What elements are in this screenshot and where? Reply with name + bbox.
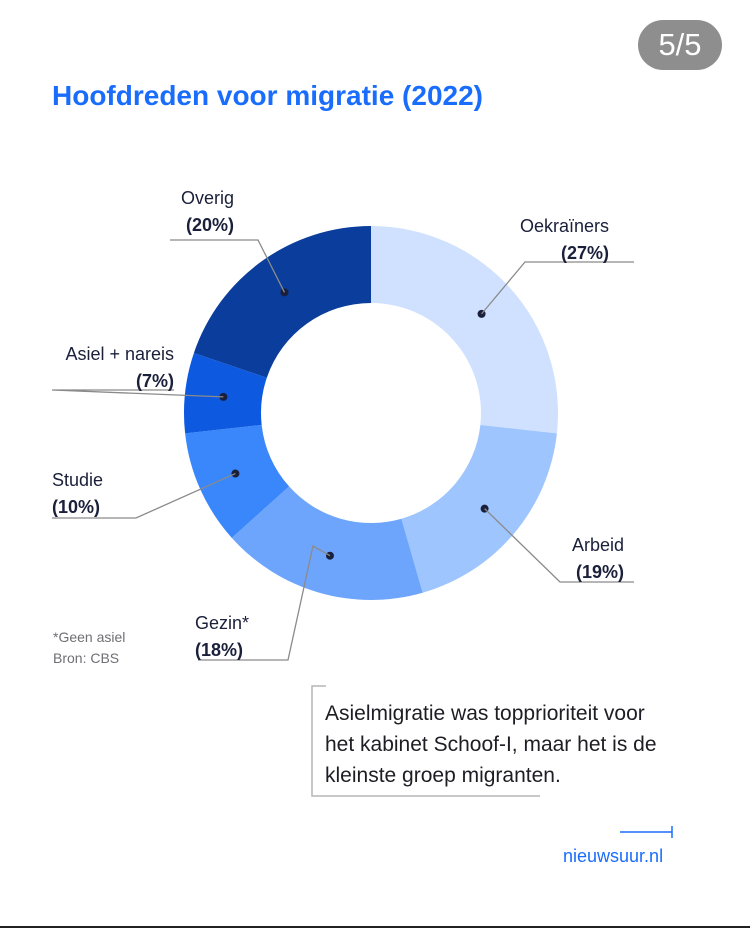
footnotes: *Geen asiel Bron: CBS bbox=[53, 627, 125, 669]
callout-text: Asielmigratie was topprioriteit voor het… bbox=[325, 698, 657, 791]
footnote-geen-asiel: *Geen asiel bbox=[53, 629, 126, 645]
source-note: Bron: CBS bbox=[53, 650, 120, 666]
label-arbeid: Arbeid (19%) bbox=[572, 532, 624, 586]
label-gezin-pct: (18%) bbox=[195, 640, 244, 660]
label-gezin: Gezin* (18%) bbox=[195, 610, 249, 664]
label-studie-name: Studie bbox=[52, 470, 104, 490]
slice-studie bbox=[185, 424, 290, 538]
label-studie: Studie (10%) bbox=[52, 467, 103, 521]
slice-asiel bbox=[183, 353, 267, 434]
page-counter-badge: 5/5 bbox=[638, 20, 722, 70]
label-studie-pct: (10%) bbox=[52, 497, 101, 517]
slice-gezin bbox=[231, 486, 423, 600]
slice-oekrainers bbox=[371, 226, 558, 434]
chart-title: Hoofdreden voor migratie (2022) bbox=[52, 80, 483, 111]
brand-logo-text: nieuwsuur.nl bbox=[563, 846, 664, 866]
label-asiel: Asiel + nareis (7%) bbox=[52, 341, 174, 395]
label-oekrainers-pct: (27%) bbox=[561, 243, 610, 263]
leader-line-arbeid bbox=[484, 508, 634, 583]
leader-line-oekrainers bbox=[481, 261, 634, 315]
label-arbeid-name: Arbeid bbox=[572, 535, 625, 555]
label-arbeid-pct: (19%) bbox=[576, 562, 625, 582]
slice-arbeid bbox=[401, 424, 557, 593]
label-asiel-name: Asiel + nareis bbox=[65, 344, 174, 364]
label-oekrainers: Oekraïners (27%) bbox=[520, 213, 609, 267]
label-overig-name: Overig bbox=[180, 188, 234, 208]
bottom-divider bbox=[0, 926, 750, 928]
leader-line-gezin bbox=[198, 544, 331, 661]
callout-line-3: kleinste groep migranten. bbox=[325, 764, 561, 787]
leader-line-studie bbox=[52, 472, 236, 519]
label-gezin-name: Gezin* bbox=[195, 613, 250, 633]
callout-line-2: het kabinet Schoof-I, maar het is de bbox=[325, 733, 657, 756]
callout-line-1: Asielmigratie was topprioriteit voor bbox=[325, 702, 645, 725]
slice-overig bbox=[193, 226, 371, 378]
leader-line-overig bbox=[170, 239, 286, 293]
label-asiel-pct: (7%) bbox=[135, 371, 174, 391]
label-oekrainers-name: Oekraïners bbox=[520, 216, 610, 236]
leader-line-asiel bbox=[51, 389, 224, 398]
label-overig-pct: (20%) bbox=[185, 215, 234, 235]
label-overig: Overig (20%) bbox=[150, 185, 234, 239]
